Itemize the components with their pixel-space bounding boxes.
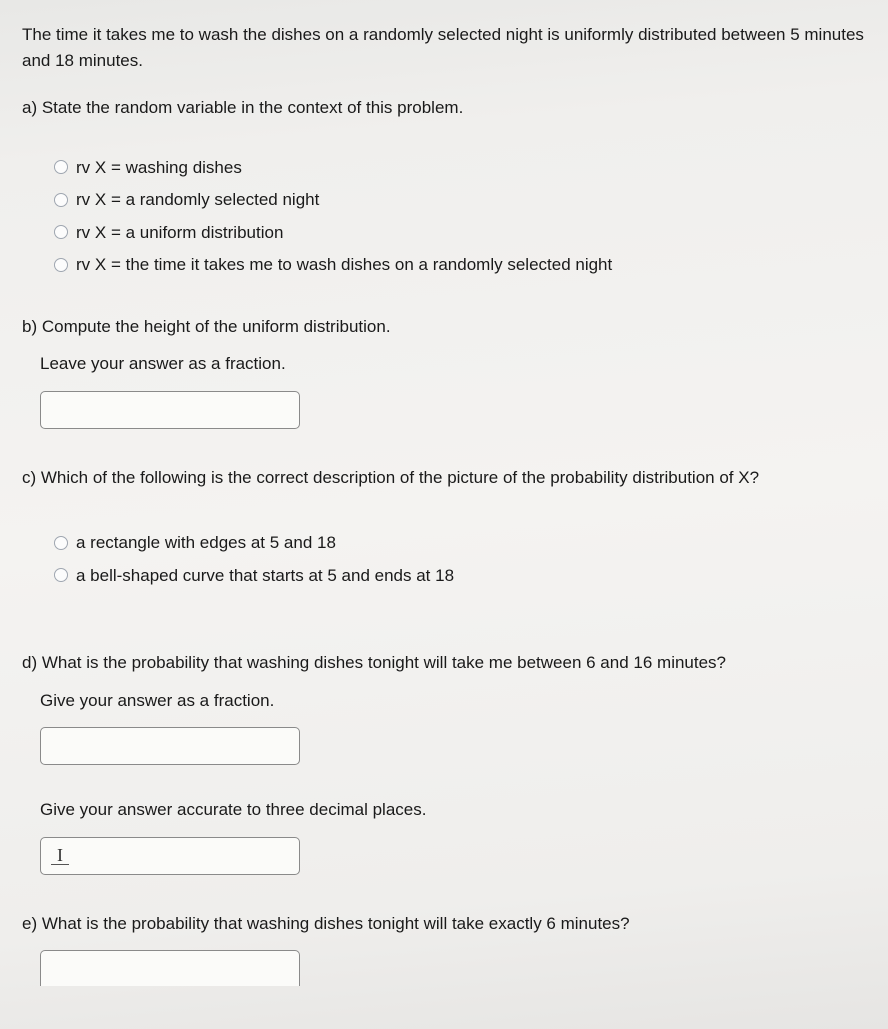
question-c: c) Which of the following is the correct…	[22, 465, 870, 589]
option-c-2[interactable]: a bell-shaped curve that starts at 5 and…	[54, 563, 870, 589]
probability-decimal-input[interactable]: I	[40, 837, 300, 875]
radio-icon	[54, 568, 68, 582]
height-input[interactable]	[40, 391, 300, 429]
question-d-stem: d) What is the probability that washing …	[22, 650, 870, 676]
option-label: rv X = a randomly selected night	[76, 187, 319, 213]
question-c-stem: c) Which of the following is the correct…	[22, 465, 870, 491]
problem-intro: The time it takes me to wash the dishes …	[22, 22, 870, 73]
radio-icon	[54, 193, 68, 207]
question-e: e) What is the probability that washing …	[22, 911, 870, 987]
question-d-sub1: Give your answer as a fraction.	[40, 688, 870, 714]
question-b-stem: b) Compute the height of the uniform dis…	[22, 314, 870, 340]
question-c-options: a rectangle with edges at 5 and 18 a bel…	[22, 530, 870, 588]
option-label: rv X = a uniform distribution	[76, 220, 283, 246]
text-cursor-icon: I	[51, 846, 69, 865]
option-a-2[interactable]: rv X = a randomly selected night	[54, 187, 870, 213]
question-a: a) State the random variable in the cont…	[22, 95, 870, 278]
probability-fraction-input[interactable]	[40, 727, 300, 765]
option-label: rv X = the time it takes me to wash dish…	[76, 252, 612, 278]
option-a-1[interactable]: rv X = washing dishes	[54, 155, 870, 181]
question-d: d) What is the probability that washing …	[22, 650, 870, 875]
option-label: a rectangle with edges at 5 and 18	[76, 530, 336, 556]
radio-icon	[54, 160, 68, 174]
radio-icon	[54, 536, 68, 550]
option-label: rv X = washing dishes	[76, 155, 242, 181]
question-b-sub: Leave your answer as a fraction.	[40, 351, 870, 377]
question-d-sub2: Give your answer accurate to three decim…	[40, 797, 870, 823]
option-a-4[interactable]: rv X = the time it takes me to wash dish…	[54, 252, 870, 278]
question-a-stem: a) State the random variable in the cont…	[22, 95, 870, 121]
option-a-3[interactable]: rv X = a uniform distribution	[54, 220, 870, 246]
radio-icon	[54, 258, 68, 272]
option-c-1[interactable]: a rectangle with edges at 5 and 18	[54, 530, 870, 556]
question-e-stem: e) What is the probability that washing …	[22, 911, 870, 937]
option-label: a bell-shaped curve that starts at 5 and…	[76, 563, 454, 589]
radio-icon	[54, 225, 68, 239]
question-a-options: rv X = washing dishes rv X = a randomly …	[22, 155, 870, 278]
question-b: b) Compute the height of the uniform dis…	[22, 314, 870, 429]
exact-probability-input[interactable]	[40, 950, 300, 986]
